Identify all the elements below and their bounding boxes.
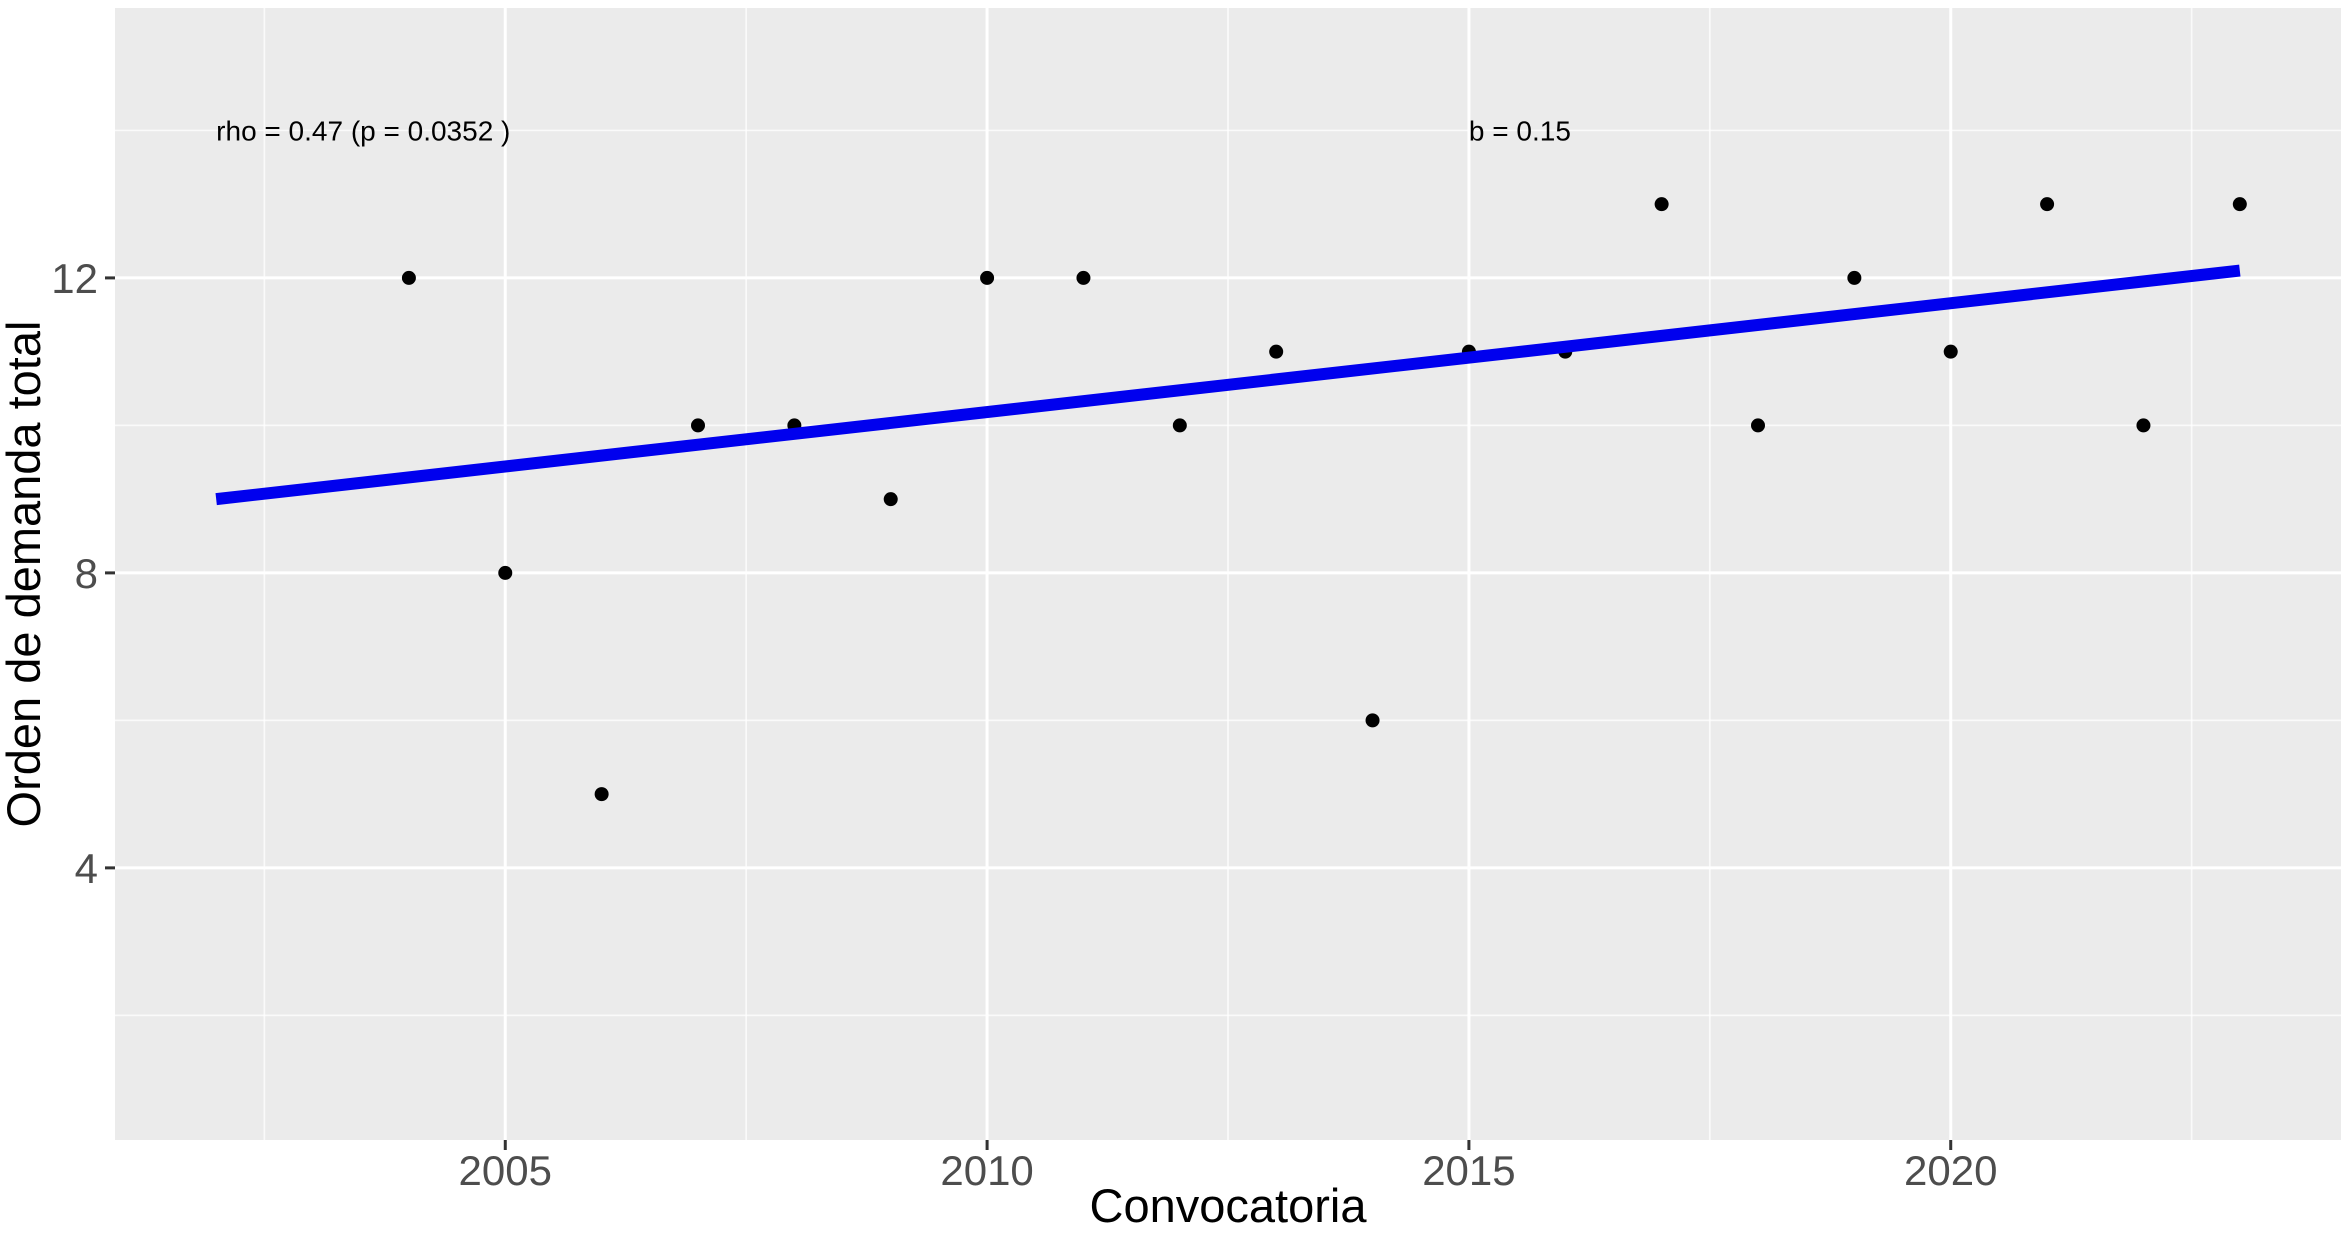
data-point bbox=[1654, 197, 1669, 212]
annotation-rho: rho = 0.47 (p = 0.0352 ) bbox=[216, 115, 510, 146]
y-axis-tick-label: 8 bbox=[75, 550, 98, 597]
data-point bbox=[883, 492, 898, 507]
regression-trend-line bbox=[215, 264, 2241, 506]
data-point bbox=[2136, 418, 2151, 433]
data-point bbox=[2040, 197, 2055, 212]
data-point bbox=[1847, 270, 1862, 285]
y-axis-tick-label: 12 bbox=[51, 255, 98, 302]
axis-tick-labels: 2005 2010 2015 2020 4 8 12 bbox=[51, 255, 1997, 1194]
axis-tick-marks bbox=[105, 276, 1953, 1150]
data-point bbox=[1269, 344, 1284, 359]
data-point bbox=[691, 418, 705, 433]
data-point bbox=[1943, 344, 1958, 359]
trend-line-group bbox=[215, 264, 2241, 506]
data-point bbox=[2232, 197, 2247, 212]
data-point bbox=[1751, 418, 1765, 433]
x-axis-tick-label: 2015 bbox=[1422, 1147, 1515, 1194]
data-point bbox=[498, 565, 513, 580]
data-point bbox=[1172, 418, 1187, 433]
x-axis-tick-label: 2005 bbox=[459, 1147, 552, 1194]
x-axis-title: Convocatoria bbox=[1090, 1179, 1368, 1231]
y-axis-tick-label: 4 bbox=[75, 845, 98, 892]
data-point bbox=[1365, 713, 1380, 728]
x-axis-tick-label: 2010 bbox=[940, 1147, 1033, 1194]
annotation-slope: b = 0.15 bbox=[1469, 115, 1571, 146]
data-point bbox=[980, 270, 995, 285]
data-point bbox=[401, 270, 416, 285]
y-axis-title: Orden de demanda total bbox=[0, 321, 50, 828]
data-point bbox=[594, 787, 609, 802]
x-axis-tick-label: 2020 bbox=[1904, 1147, 1997, 1194]
data-point bbox=[1076, 270, 1091, 285]
